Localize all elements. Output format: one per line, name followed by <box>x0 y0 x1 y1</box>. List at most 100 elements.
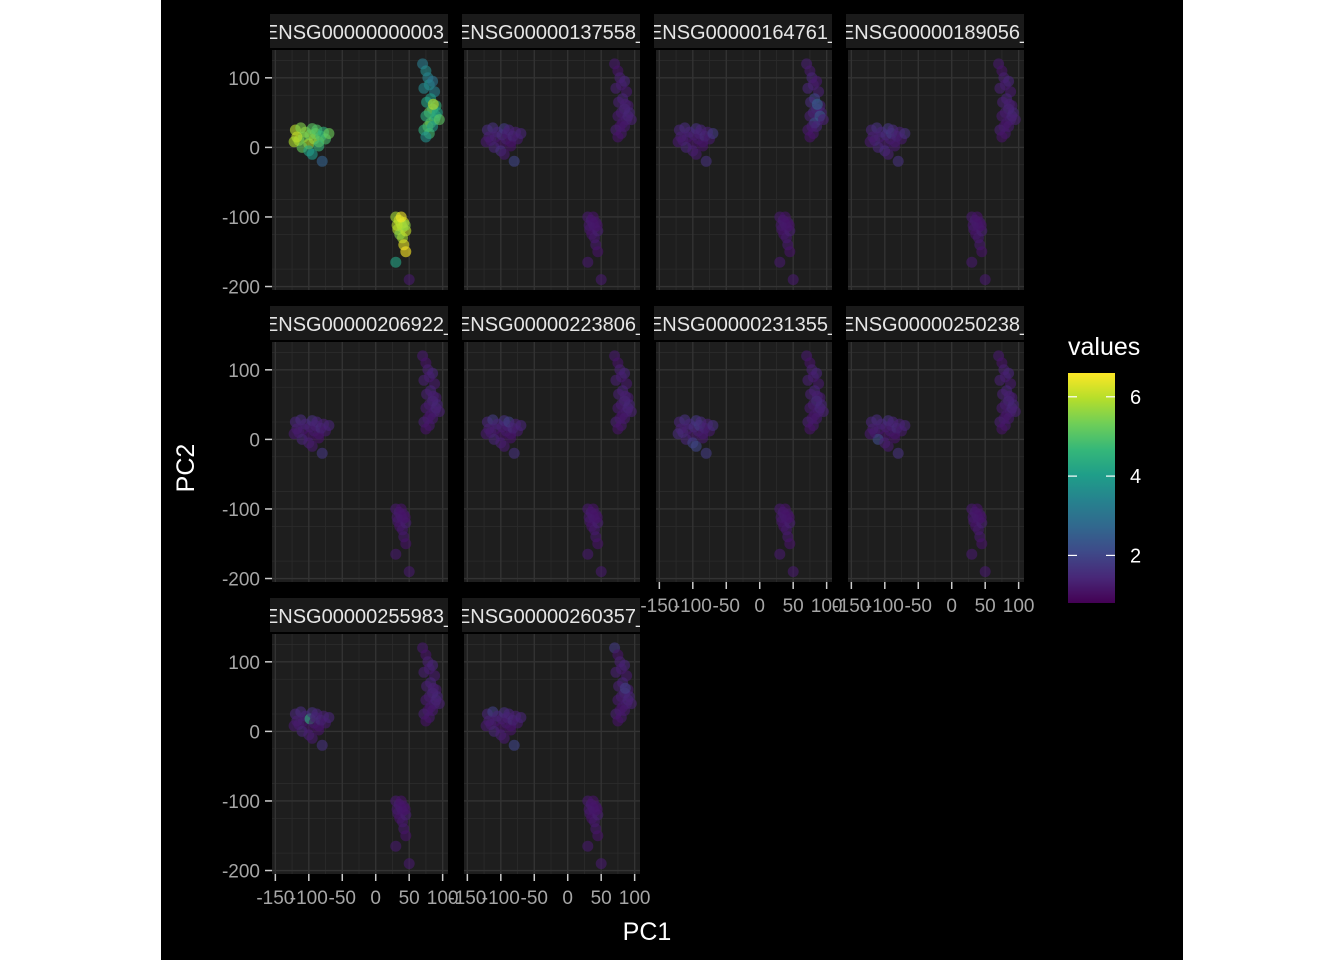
data-point <box>811 75 823 87</box>
data-point <box>994 374 1006 386</box>
panel-background <box>656 50 832 290</box>
x-tick-label: -100 <box>290 888 328 909</box>
x-tick-label: -50 <box>521 888 548 909</box>
data-point <box>899 420 911 431</box>
y-axis-title: PC2 <box>172 444 200 493</box>
data-point <box>418 82 430 94</box>
data-point <box>288 428 300 440</box>
data-point <box>1003 98 1015 110</box>
x-tick-label: 0 <box>946 596 957 617</box>
data-point <box>515 420 527 431</box>
facet-strip <box>270 306 448 340</box>
legend-colorbar <box>1068 373 1115 603</box>
data-point <box>966 256 978 268</box>
data-point <box>1003 75 1015 87</box>
data-point <box>976 538 988 550</box>
data-point <box>783 511 795 523</box>
data-point <box>418 666 430 678</box>
panel-grid <box>656 342 832 582</box>
data-point <box>787 566 799 578</box>
color-legend: values 2 4 6 <box>1068 333 1141 603</box>
data-point <box>498 732 510 744</box>
data-point <box>967 219 979 231</box>
x-tick-label: 0 <box>562 888 573 909</box>
data-point <box>707 420 719 431</box>
facet-strip <box>270 14 448 48</box>
data-point <box>864 136 876 148</box>
panel-grid <box>656 50 832 290</box>
data-point <box>399 219 411 231</box>
facet-panel: ENSG00000260357_ -150-100 -50 0 50 100 <box>448 598 650 909</box>
x-tick-label: 50 <box>975 596 996 617</box>
data-point <box>323 420 335 431</box>
x-axis-title: PC1 <box>623 918 672 946</box>
x-tick-label: -150 <box>256 888 294 909</box>
data-point <box>996 131 1008 143</box>
data-point <box>625 406 637 418</box>
data-point <box>399 803 411 815</box>
data-point <box>882 440 894 452</box>
data-point <box>403 274 415 286</box>
data-point <box>802 82 814 94</box>
data-point <box>1003 390 1015 402</box>
data-point <box>508 739 520 751</box>
facet-panel: ENSG00000250238_ -150-100 -50 0 50 100 <box>832 306 1034 617</box>
data-point <box>595 274 607 286</box>
y-tick-label: -100 <box>222 500 260 521</box>
facet-strip-label: ENSG00000231355_ <box>649 314 840 336</box>
data-point <box>583 219 595 231</box>
data-point <box>505 432 517 444</box>
data-point <box>804 131 816 143</box>
data-point <box>582 256 594 268</box>
data-point <box>817 114 829 126</box>
data-point <box>619 75 631 87</box>
data-point <box>306 440 318 452</box>
data-point <box>323 128 335 139</box>
legend-tick-label: 2 <box>1130 545 1141 567</box>
x-tick-label: -100 <box>674 596 712 617</box>
data-point <box>672 428 684 440</box>
data-point <box>595 566 607 578</box>
data-point <box>592 246 604 258</box>
data-point <box>1009 114 1021 126</box>
data-point <box>316 739 328 751</box>
x-tick-label: 50 <box>783 596 804 617</box>
y-tick-label: -200 <box>222 278 260 299</box>
data-point <box>420 423 432 435</box>
data-point <box>672 136 684 148</box>
data-point <box>783 219 795 231</box>
data-point <box>306 148 318 160</box>
data-point <box>774 256 786 268</box>
facet-strip <box>654 14 832 48</box>
panel-background <box>272 634 448 874</box>
panel-background <box>848 50 1024 290</box>
panel-grid <box>464 50 640 290</box>
data-point <box>400 538 412 550</box>
facet-strip-label: ENSG00000250238_ <box>841 314 1032 336</box>
x-tick-label: -50 <box>329 888 356 909</box>
data-point <box>395 211 407 223</box>
data-point <box>420 715 432 727</box>
facet-strip <box>846 14 1024 48</box>
y-tick-label: 0 <box>249 430 260 451</box>
data-point <box>591 219 603 231</box>
y-tick-label: 100 <box>228 361 260 382</box>
x-tick-label: 100 <box>427 888 459 909</box>
data-point <box>395 503 407 515</box>
data-point <box>774 548 786 560</box>
data-point <box>966 548 978 560</box>
data-point <box>619 390 631 402</box>
data-point <box>592 830 604 842</box>
facet-strip-label: ENSG00000255983_ <box>265 606 456 628</box>
y-tick-label: -100 <box>222 792 260 813</box>
facet-strip-label: ENSG00000000003_ <box>265 22 456 44</box>
facet-strip <box>270 598 448 632</box>
x-tick-label: 0 <box>370 888 381 909</box>
data-point <box>817 406 829 418</box>
data-point <box>288 720 300 732</box>
y-tick-label: 100 <box>228 653 260 674</box>
facet-strip <box>654 306 832 340</box>
facet-strip-label: ENSG00000223806_ <box>457 314 648 336</box>
